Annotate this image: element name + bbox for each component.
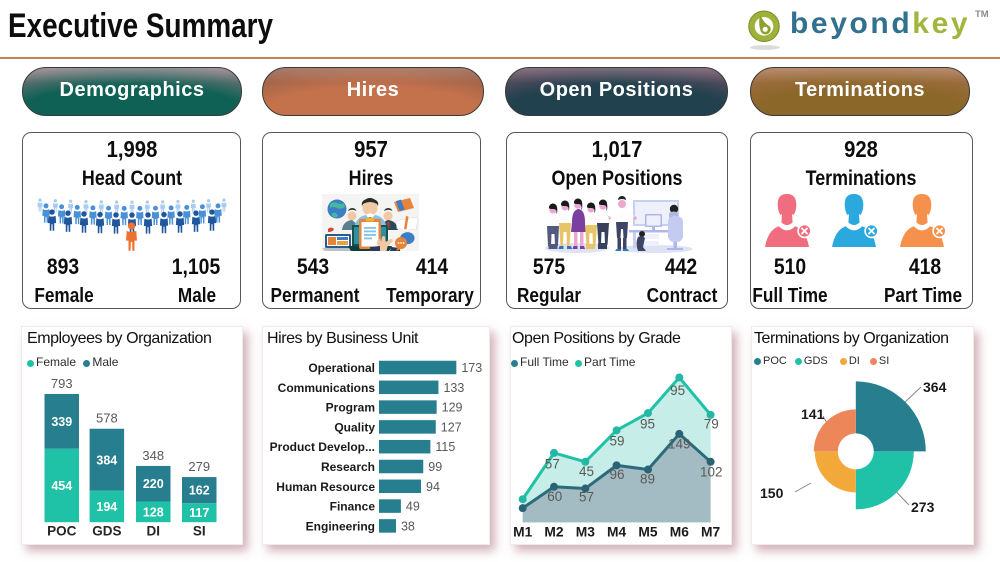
svg-text:GDS: GDS: [92, 524, 121, 539]
svg-text:117: 117: [189, 506, 209, 520]
svg-text:339: 339: [51, 415, 72, 429]
svg-text:79: 79: [704, 417, 719, 432]
svg-text:57: 57: [579, 490, 594, 505]
svg-text:162: 162: [189, 484, 210, 498]
svg-text:DI: DI: [147, 524, 161, 539]
svg-text:578: 578: [96, 411, 118, 426]
svg-text:94: 94: [426, 480, 440, 494]
svg-text:150: 150: [760, 485, 784, 501]
svg-text:M7: M7: [701, 525, 720, 540]
svg-text:M4: M4: [607, 525, 626, 540]
svg-text:M6: M6: [670, 525, 689, 540]
svg-text:60: 60: [547, 489, 562, 504]
svg-text:364: 364: [923, 379, 947, 395]
svg-text:POC: POC: [47, 524, 77, 539]
svg-text:beyondkey: beyondkey: [790, 7, 970, 40]
svg-text:Human Resource: Human Resource: [276, 480, 375, 494]
svg-text:454: 454: [51, 479, 72, 493]
svg-text:57: 57: [545, 456, 560, 471]
svg-text:133: 133: [443, 381, 464, 395]
svg-text:M2: M2: [544, 525, 563, 540]
svg-text:59: 59: [609, 434, 624, 449]
svg-text:M3: M3: [576, 525, 595, 540]
svg-text:Communications: Communications: [278, 381, 376, 395]
svg-text:220: 220: [143, 477, 164, 491]
svg-text:173: 173: [461, 361, 482, 375]
svg-text:149: 149: [668, 437, 691, 452]
svg-text:129: 129: [442, 401, 463, 415]
svg-text:45: 45: [579, 464, 594, 479]
svg-text:273: 273: [911, 499, 935, 515]
svg-text:Research: Research: [321, 460, 375, 474]
svg-text:102: 102: [700, 465, 723, 480]
svg-text:127: 127: [441, 420, 462, 434]
svg-text:49: 49: [406, 500, 420, 514]
svg-text:Product Develop...: Product Develop...: [270, 440, 375, 454]
svg-text:793: 793: [51, 376, 73, 391]
svg-text:194: 194: [96, 500, 117, 514]
svg-text:Operational: Operational: [308, 361, 375, 375]
svg-text:384: 384: [96, 453, 117, 467]
svg-text:M1: M1: [513, 525, 532, 540]
svg-text:Quality: Quality: [334, 420, 375, 434]
svg-text:95: 95: [670, 383, 685, 398]
svg-text:89: 89: [640, 472, 655, 487]
svg-text:348: 348: [142, 448, 164, 463]
svg-text:Engineering: Engineering: [306, 519, 375, 533]
svg-text:128: 128: [143, 505, 164, 519]
svg-text:TM: TM: [975, 9, 989, 20]
svg-text:M5: M5: [638, 525, 657, 540]
svg-text:141: 141: [801, 406, 825, 422]
svg-text:SI: SI: [193, 524, 206, 539]
svg-text:38: 38: [401, 519, 415, 533]
svg-text:95: 95: [640, 417, 655, 432]
svg-text:99: 99: [428, 460, 442, 474]
svg-text:96: 96: [609, 467, 624, 482]
svg-text:279: 279: [188, 459, 210, 474]
svg-text:Program: Program: [326, 401, 375, 415]
svg-text:115: 115: [435, 440, 455, 454]
svg-text:Finance: Finance: [330, 500, 376, 514]
